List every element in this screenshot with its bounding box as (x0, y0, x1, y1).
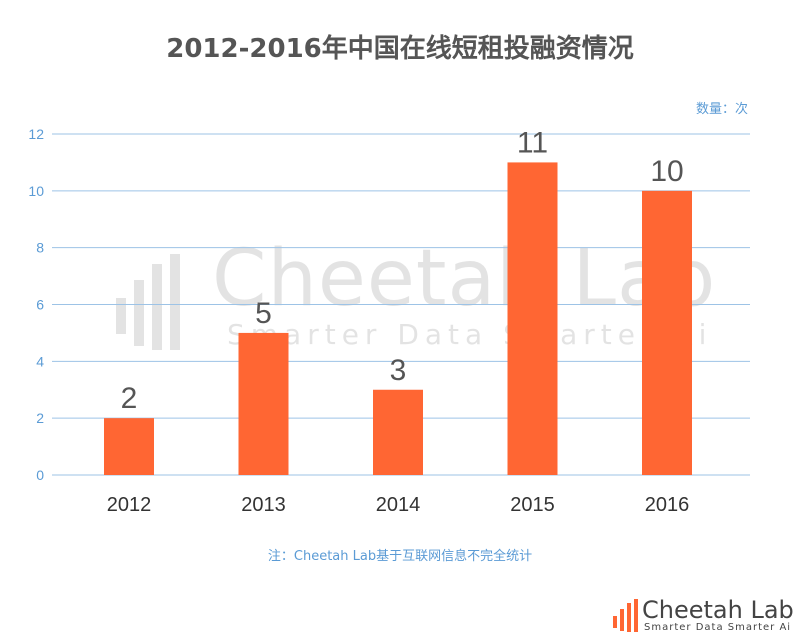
unit-label: 数量：次 (695, 102, 748, 117)
bar-chart: 0 2 4 6 8 10 12 2 5 3 11 10 2012 2013 2014 2015 2016 (28, 126, 750, 516)
y-tick-label-2: 4 (36, 353, 44, 369)
x-axis-ticks: 2012 2013 2014 2015 2016 (107, 494, 690, 516)
y-tick-label-0: 0 (36, 467, 44, 483)
x-tick-label-2016: 2016 (645, 494, 690, 516)
bar-2014 (373, 389, 423, 475)
data-label-2016: 10 (650, 155, 683, 188)
watermark-logo-icon (116, 254, 180, 350)
y-tick-label-4: 8 (36, 240, 44, 256)
footnote: 注：Cheetah Lab基于互联网信息不完全统计 (267, 549, 533, 564)
brand-tagline: Smarter Data Smarter Ai (644, 622, 792, 633)
y-tick-label-5: 10 (28, 183, 44, 199)
data-label-2013: 5 (255, 297, 272, 330)
watermark-subtext: Smarter Data Smarter Ai (227, 318, 713, 351)
bar-2013 (238, 332, 289, 475)
x-tick-label-2015: 2015 (510, 494, 555, 516)
data-label-2012: 2 (121, 382, 138, 415)
bar-2015 (507, 162, 558, 475)
y-tick-label-3: 6 (36, 297, 44, 313)
bars (104, 162, 692, 476)
y-tick-label-6: 12 (28, 126, 44, 142)
brand-logo: Cheetah Lab Smarter Data Smarter Ai (612, 596, 797, 636)
data-label-2014: 3 (390, 354, 407, 387)
x-tick-label-2013: 2013 (241, 494, 286, 516)
bar-2016 (642, 190, 692, 476)
x-tick-label-2012: 2012 (107, 494, 152, 516)
watermark: Cheetah Lab Smarter Data Smarter Ai (112, 234, 715, 360)
bar-2012 (104, 418, 154, 475)
data-label-2015: 11 (517, 126, 548, 159)
chart-title: 2012-2016年中国在线短租投融资情况 (166, 34, 634, 64)
y-axis-ticks: 0 2 4 6 8 10 12 (28, 126, 44, 483)
brand-name: Cheetah Lab (642, 596, 794, 624)
brand-logo-icon (613, 599, 638, 632)
watermark-text: Cheetah Lab (212, 234, 717, 324)
x-tick-label-2014: 2014 (376, 494, 421, 516)
data-labels: 2 5 3 11 10 (121, 126, 684, 415)
y-tick-label-1: 2 (36, 410, 44, 426)
